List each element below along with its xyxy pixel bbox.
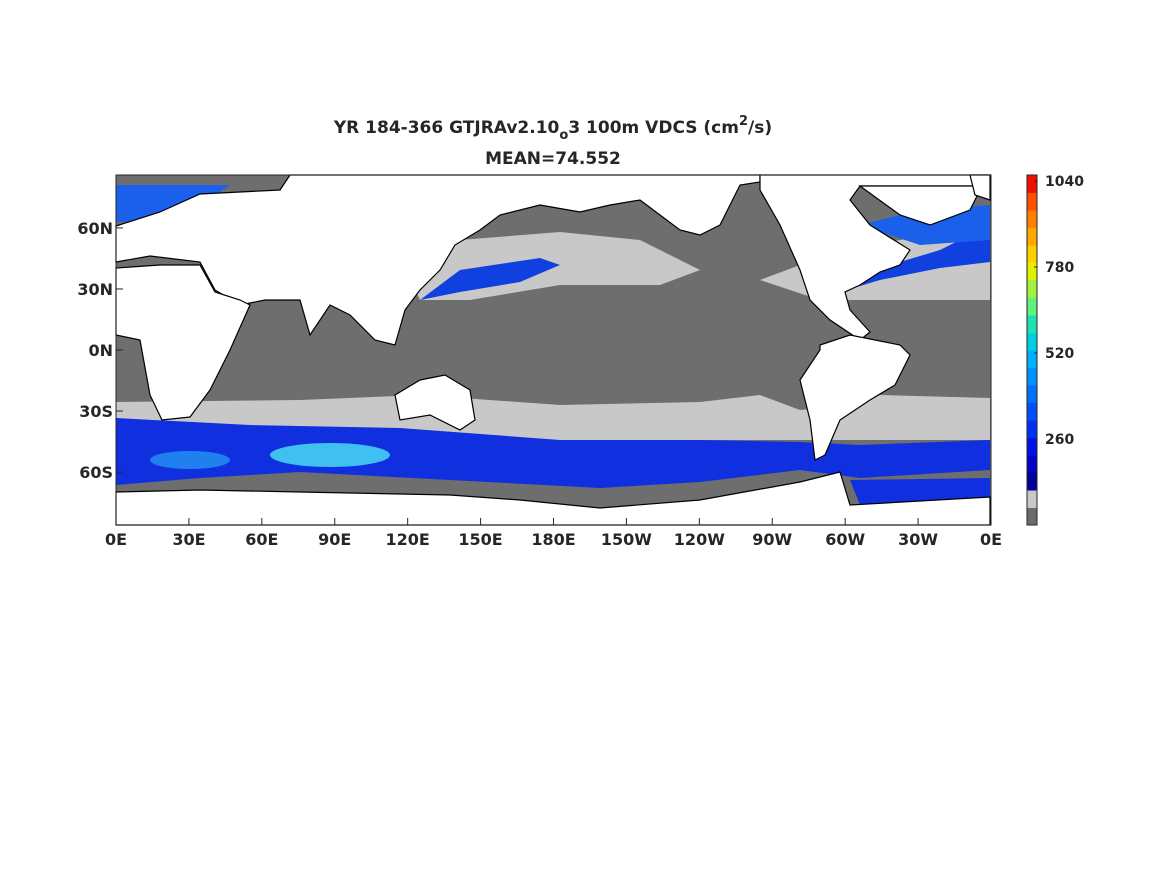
colorbar-segment <box>1027 385 1037 403</box>
x-tick-label: 0E <box>105 530 127 549</box>
map <box>115 174 992 526</box>
y-tick-label: 60N <box>77 219 113 238</box>
x-tick-label: 120E <box>386 530 430 549</box>
colorbar-segment <box>1027 297 1037 316</box>
title: YR 184-366 GTJRAv2.10o3 100m VDCS (cm2/s… <box>333 114 772 143</box>
field-high <box>150 451 230 469</box>
y-tick-label: 0N <box>88 341 113 360</box>
colorbar-segment <box>1027 507 1037 526</box>
colorbar-frame <box>1026 174 1038 526</box>
title-part: 3 100m VDCS (cm <box>568 118 739 138</box>
colorbar-segment <box>1027 490 1037 508</box>
x-tick-label: 0E <box>980 530 1002 549</box>
title-part: /s) <box>748 118 772 138</box>
y-tick-label: 60S <box>79 463 113 482</box>
field-blue <box>116 418 990 488</box>
land <box>115 174 991 526</box>
x-tick-label: 30E <box>172 530 205 549</box>
colorbar-segment <box>1027 280 1037 298</box>
subtitle: MEAN=74.552 <box>485 149 621 169</box>
y-tick-label: 30S <box>79 402 113 421</box>
colorbar-segment <box>1027 192 1037 211</box>
colorbar-segment <box>1027 245 1037 263</box>
colorbar-segment <box>1027 315 1037 333</box>
colorbar-segment <box>1027 402 1037 421</box>
colorbar-segment <box>1027 210 1037 228</box>
colorbar-segment <box>1027 332 1037 351</box>
colorbar-segment <box>1027 350 1037 368</box>
colorbar-tick-label: 520 <box>1045 346 1074 362</box>
x-tick-label: 90W <box>752 530 792 549</box>
x-tick-label: 120W <box>674 530 725 549</box>
title-part: YR 184-366 GTJRAv2.10 <box>333 118 560 138</box>
colorbar-segment <box>1027 472 1037 491</box>
colorbar-tick-label: 260 <box>1045 432 1074 448</box>
x-tick-label: 60W <box>825 530 865 549</box>
field-blue <box>420 258 560 300</box>
field-blue <box>850 478 990 505</box>
colorbar-segment <box>1027 227 1037 246</box>
colorbar-segment <box>1027 367 1037 386</box>
title-subscript: o <box>559 128 568 143</box>
x-tick-label: 30W <box>898 530 938 549</box>
colorbar-segment <box>1027 420 1037 438</box>
x-tick-label: 150W <box>601 530 652 549</box>
colorbar-segment <box>1027 455 1037 473</box>
colorbar-segment <box>1027 175 1037 193</box>
title-superscript: 2 <box>739 114 748 129</box>
x-tick-label: 180E <box>531 530 575 549</box>
colorbar-tick-label: 1040 <box>1045 174 1084 190</box>
colorbar-segment <box>1027 262 1037 281</box>
field-high <box>270 443 390 467</box>
x-tick-label: 60E <box>245 530 278 549</box>
x-tick-label: 150E <box>458 530 502 549</box>
y-tick-label: 30N <box>77 280 113 299</box>
x-tick-label: 90E <box>318 530 351 549</box>
colorbar-tick-label: 780 <box>1045 260 1074 276</box>
colorbar-segment <box>1027 437 1037 456</box>
